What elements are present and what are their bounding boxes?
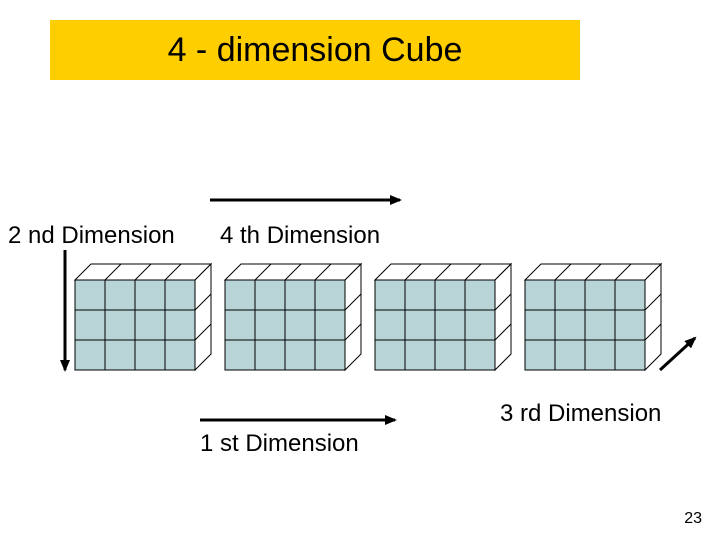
diagram-svg	[0, 0, 720, 540]
cube-row	[75, 264, 661, 370]
page-number: 23	[684, 510, 702, 528]
arrow-d3	[660, 338, 695, 370]
